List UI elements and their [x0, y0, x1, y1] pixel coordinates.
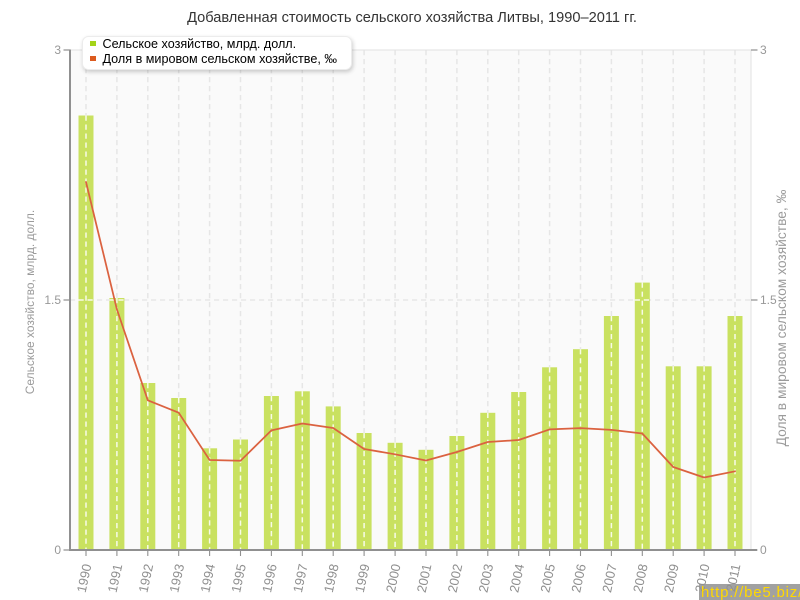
svg-text:1994: 1994: [197, 563, 218, 594]
svg-text:1995: 1995: [228, 563, 249, 594]
svg-text:2008: 2008: [630, 563, 651, 594]
svg-text:2001: 2001: [414, 563, 435, 594]
svg-text:2003: 2003: [476, 563, 497, 594]
svg-text:1996: 1996: [259, 563, 280, 594]
svg-text:Добавленная стоимость сельског: Добавленная стоимость сельского хозяйств…: [187, 10, 637, 26]
svg-text:2006: 2006: [568, 563, 589, 594]
svg-text:1998: 1998: [321, 563, 342, 594]
svg-text:1997: 1997: [290, 563, 311, 594]
svg-text:0: 0: [760, 543, 767, 557]
svg-text:Доля в мировом сельском хозяйс: Доля в мировом сельском хозяйстве, ‰: [774, 189, 789, 446]
svg-text:1999: 1999: [352, 563, 373, 594]
svg-text:1993: 1993: [166, 563, 187, 594]
svg-text:2009: 2009: [661, 563, 682, 594]
svg-text:2005: 2005: [537, 563, 558, 594]
svg-text:1990: 1990: [74, 563, 95, 594]
svg-text:2004: 2004: [506, 563, 527, 594]
svg-text:3: 3: [760, 43, 767, 57]
svg-text:1991: 1991: [105, 563, 126, 594]
svg-text:2007: 2007: [599, 563, 620, 594]
svg-text:3: 3: [54, 43, 61, 57]
svg-text:Сельское хозяйство, млрд. долл: Сельское хозяйство, млрд. долл.: [23, 210, 37, 395]
svg-text:1992: 1992: [136, 563, 157, 594]
svg-text:0: 0: [54, 543, 61, 557]
svg-text:1.5: 1.5: [760, 293, 777, 307]
svg-text:2002: 2002: [445, 563, 466, 594]
svg-text:1.5: 1.5: [44, 293, 61, 307]
svg-text:2000: 2000: [383, 563, 404, 594]
